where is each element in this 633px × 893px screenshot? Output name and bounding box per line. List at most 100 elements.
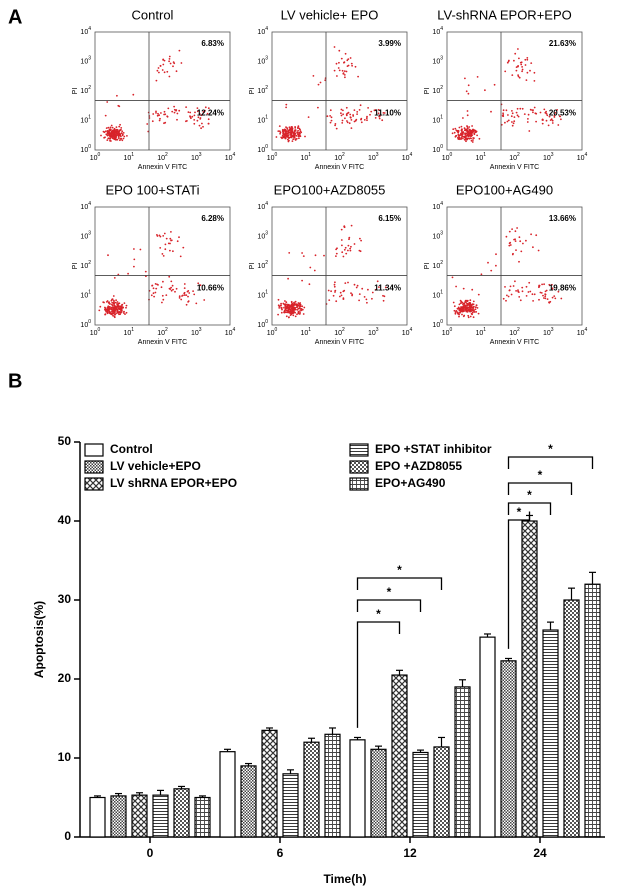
event-dot	[294, 315, 297, 318]
event-dot	[335, 252, 338, 255]
event-dot	[557, 290, 560, 293]
event-dot	[467, 137, 469, 140]
event-dot	[158, 119, 161, 122]
bar	[542, 629, 559, 838]
quadrant-percent: 13.66%	[549, 214, 576, 223]
bar	[219, 751, 236, 838]
event-dot	[126, 135, 128, 137]
event-dot	[340, 112, 342, 115]
event-dot	[171, 110, 174, 113]
event-dot	[157, 67, 160, 69]
event-dot	[119, 306, 121, 309]
event-dot	[154, 291, 157, 294]
event-dot	[288, 252, 291, 254]
event-dot	[455, 134, 458, 137]
event-dot	[335, 255, 337, 257]
event-dot	[121, 130, 124, 133]
tick-exponent: 1	[308, 327, 311, 333]
event-dot	[199, 117, 202, 119]
event-dot	[110, 313, 113, 316]
x-tick-label: 103	[368, 327, 379, 337]
event-dot	[506, 61, 509, 64]
event-dot	[544, 295, 547, 298]
event-dot	[557, 124, 560, 126]
event-dot	[508, 59, 510, 62]
event-dot	[106, 139, 109, 142]
event-dot	[110, 308, 112, 311]
event-dot	[508, 230, 511, 233]
tick-exponent: 0	[275, 152, 278, 158]
event-dot	[464, 129, 467, 132]
event-dot	[466, 110, 469, 112]
event-dot	[287, 130, 289, 133]
event-dot	[518, 236, 521, 239]
event-dot	[490, 269, 493, 272]
event-dot	[345, 70, 348, 73]
tick-exponent: 0	[440, 319, 443, 325]
event-dot	[469, 307, 472, 310]
event-dot	[167, 107, 170, 110]
tick-base: 10	[432, 58, 440, 65]
event-dot	[336, 247, 338, 250]
event-dot	[329, 121, 332, 124]
event-dot	[168, 275, 171, 278]
plot-frame	[271, 31, 408, 151]
x-tick-label: 101	[123, 327, 134, 337]
event-dot	[504, 121, 506, 124]
event-dot	[202, 111, 205, 113]
event-dot	[163, 110, 166, 113]
event-dot	[527, 118, 529, 120]
event-dot	[335, 300, 338, 303]
tick-exponent: 3	[199, 152, 202, 158]
x-tick-label: 102	[157, 152, 168, 162]
event-dot	[351, 293, 354, 296]
tick-exponent: 4	[585, 327, 588, 333]
event-dot	[342, 113, 344, 116]
event-dot	[516, 114, 519, 117]
x-axis-label: Annexin V FITC	[315, 164, 364, 171]
tick-exponent: 2	[265, 260, 268, 266]
tick-base: 10	[257, 58, 265, 65]
event-dot	[511, 228, 513, 231]
tick-base: 10	[80, 322, 88, 329]
event-dot	[121, 134, 124, 137]
x-tick-label: 104	[225, 152, 236, 162]
event-dot	[470, 135, 473, 137]
event-dot	[304, 135, 306, 138]
event-dot	[514, 230, 517, 233]
event-dot	[317, 106, 319, 109]
event-dot	[294, 308, 297, 311]
event-dot	[336, 75, 338, 77]
event-dot	[377, 112, 380, 115]
tick-base: 10	[90, 330, 98, 337]
event-dot	[373, 109, 376, 112]
event-dot	[514, 280, 516, 283]
event-dot	[463, 304, 466, 307]
event-dot	[107, 126, 110, 129]
plot-title: LV-shRNA EPOR+EPO	[437, 7, 572, 22]
event-dot	[529, 290, 532, 293]
event-dot	[539, 291, 542, 294]
event-dot	[118, 130, 121, 133]
event-dot	[470, 137, 472, 140]
tick-exponent: 3	[551, 152, 554, 158]
event-dot	[329, 109, 332, 112]
event-dot	[122, 312, 125, 314]
event-dot	[301, 305, 304, 308]
event-dot	[170, 289, 173, 292]
event-dot	[287, 304, 289, 307]
event-dot	[284, 137, 287, 140]
event-dot	[518, 57, 520, 60]
tick-base: 10	[442, 330, 450, 337]
event-dot	[281, 128, 284, 131]
event-dot	[515, 69, 518, 72]
event-dot	[347, 58, 350, 60]
tick-base: 10	[509, 330, 517, 337]
event-dot	[183, 291, 186, 294]
event-dot	[467, 314, 470, 317]
event-dot	[199, 284, 202, 287]
tick-exponent: 2	[342, 327, 345, 333]
event-dot	[517, 75, 520, 78]
event-dot	[374, 117, 377, 119]
event-dot	[517, 48, 519, 50]
